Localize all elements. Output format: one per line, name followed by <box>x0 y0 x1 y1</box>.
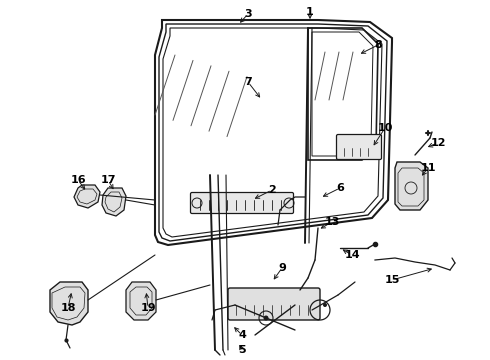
Text: 2: 2 <box>268 185 276 195</box>
Text: 9: 9 <box>278 263 286 273</box>
Text: 5: 5 <box>238 345 246 355</box>
Text: 16: 16 <box>70 175 86 185</box>
Text: 17: 17 <box>100 175 116 185</box>
Text: 13: 13 <box>324 217 340 227</box>
Text: 1: 1 <box>306 7 314 17</box>
Text: 19: 19 <box>140 303 156 313</box>
Text: 10: 10 <box>377 123 392 133</box>
Text: 7: 7 <box>244 77 252 87</box>
Text: 4: 4 <box>238 330 246 340</box>
Polygon shape <box>50 282 88 325</box>
Text: 15: 15 <box>384 275 400 285</box>
Polygon shape <box>395 162 428 210</box>
FancyBboxPatch shape <box>337 135 382 159</box>
Circle shape <box>264 315 269 320</box>
Text: 11: 11 <box>420 163 436 173</box>
Text: 18: 18 <box>60 303 76 313</box>
Text: 3: 3 <box>244 9 252 19</box>
FancyBboxPatch shape <box>191 193 294 213</box>
FancyBboxPatch shape <box>228 288 320 320</box>
Text: 12: 12 <box>430 138 446 148</box>
Polygon shape <box>102 188 126 216</box>
Text: 8: 8 <box>374 40 382 50</box>
Text: 6: 6 <box>336 183 344 193</box>
Text: 14: 14 <box>344 250 360 260</box>
Polygon shape <box>74 185 100 208</box>
Polygon shape <box>126 282 156 320</box>
Circle shape <box>323 303 327 307</box>
